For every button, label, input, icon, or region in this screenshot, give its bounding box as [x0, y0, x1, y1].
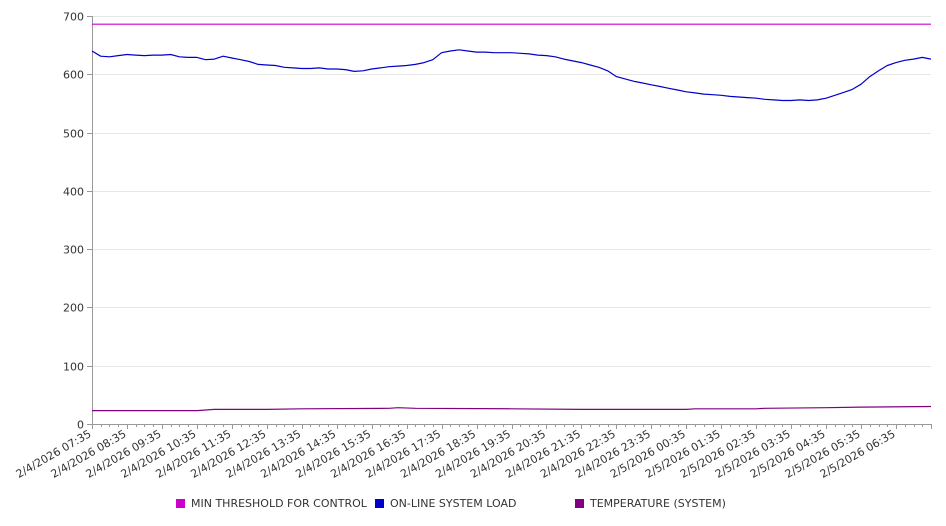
y-tick-label: 300 [63, 244, 84, 257]
series-line-1 [91, 49, 932, 102]
legend-label: ON-LINE SYSTEM LOAD [390, 497, 517, 510]
series-line-2 [92, 405, 932, 412]
y-tick-label: 200 [63, 302, 84, 315]
series-lines [91, 23, 932, 412]
legend-item-min-threshold[interactable]: MIN THRESHOLD FOR CONTROL [176, 497, 367, 510]
axes [87, 16, 932, 429]
legend-label: MIN THRESHOLD FOR CONTROL [191, 497, 367, 510]
x-tick-labels: 2/4/2026 07:352/4/2026 08:352/4/2026 09:… [14, 427, 898, 481]
grid-lines [92, 16, 931, 367]
y-tick-label: 600 [63, 69, 84, 82]
legend-item-online-system-load[interactable]: ON-LINE SYSTEM LOAD [375, 497, 516, 510]
chart-legend: MIN THRESHOLD FOR CONTROL ON-LINE SYSTEM… [0, 497, 946, 515]
legend-swatch [176, 499, 185, 508]
legend-label: TEMPERATURE (SYSTEM) [590, 497, 726, 510]
y-tick-label: 400 [63, 186, 84, 199]
legend-swatch [375, 499, 384, 508]
legend-item-temperature[interactable]: TEMPERATURE (SYSTEM) [575, 497, 726, 510]
legend-swatch [575, 499, 584, 508]
y-tick-label: 100 [63, 361, 84, 374]
y-tick-label: 0 [77, 419, 84, 432]
y-tick-label: 700 [63, 11, 84, 24]
y-tick-label: 500 [63, 128, 84, 141]
y-tick-labels: 0 100 200 300 400 500 600 700 [63, 11, 84, 432]
